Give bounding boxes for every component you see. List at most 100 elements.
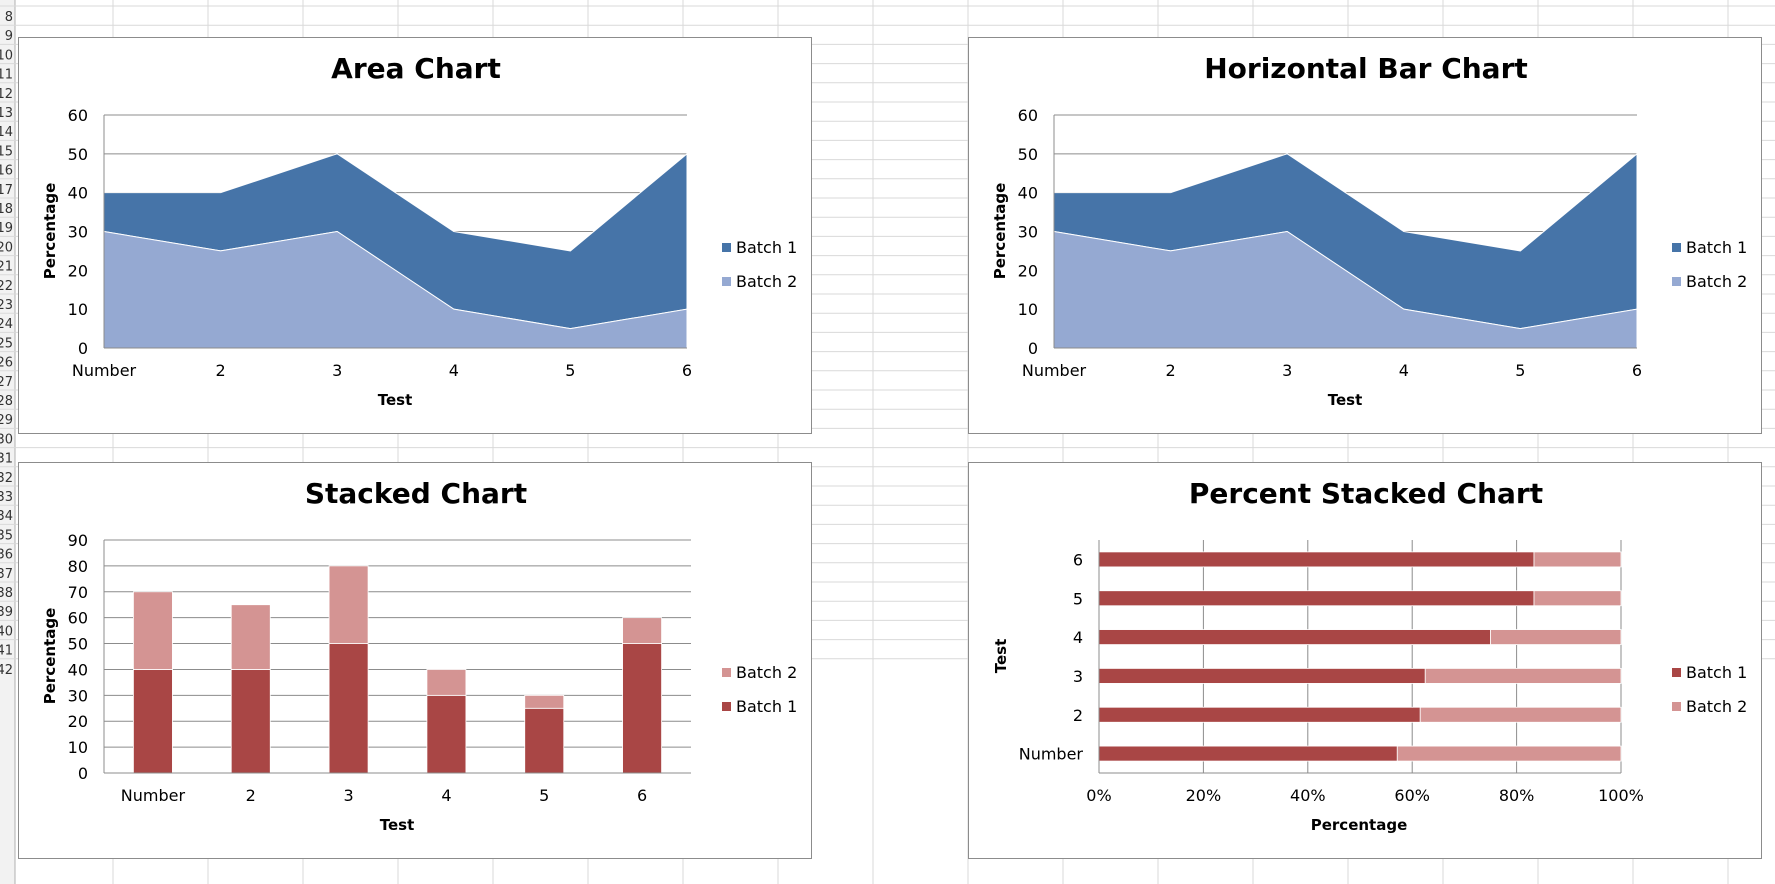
- legend-label: Batch 2: [1686, 272, 1747, 291]
- chart-title: Stacked Chart: [305, 477, 527, 510]
- batch-2-bar: [133, 591, 173, 670]
- row-header-label: 17: [0, 183, 13, 198]
- batch-1-bar: [524, 707, 565, 774]
- x-tick-label: 40%: [1290, 786, 1326, 805]
- x-tick-label: 2: [1166, 361, 1176, 380]
- y-tick-label: 40: [68, 660, 88, 679]
- row-header-label: 11: [0, 68, 13, 83]
- row-header-label: 21: [0, 260, 13, 275]
- row-header-label: 16: [0, 164, 13, 179]
- horizontal-bar-chart[interactable]: Horizontal Bar Chart 0 10 20 30 40 50 60 Number 2…: [968, 37, 1762, 434]
- legend-swatch: [1672, 277, 1681, 286]
- chart-title: Horizontal Bar Chart: [1204, 52, 1528, 85]
- area-chart[interactable]: Area Chart 0 10 20 30 40 50 60 Number 2 3 4 5 6 Test Pe…: [18, 37, 812, 434]
- legend-label: Batch 1: [736, 697, 797, 716]
- x-tick-label: 0%: [1086, 786, 1111, 805]
- x-tick-label: 4: [449, 361, 459, 380]
- y-tick-label: 20: [1018, 261, 1038, 280]
- x-tick-label: 2: [216, 361, 226, 380]
- batch-1-bar: [1098, 590, 1535, 607]
- x-tick-label: 5: [1515, 361, 1525, 380]
- x-axis-title: Test: [378, 391, 413, 409]
- y-axis-title: Test: [992, 639, 1010, 674]
- y-tick-label: 0: [78, 764, 88, 783]
- row-header-label: 35: [0, 528, 13, 543]
- percent-stacked-chart[interactable]: Percent Stacked Chart 0% 20% 40% 60% 80% 100% N…: [968, 462, 1762, 859]
- legend-swatch: [722, 668, 731, 677]
- legend-swatch: [1672, 702, 1681, 711]
- batch-2-bar: [1533, 590, 1622, 607]
- x-tick-label: 3: [332, 361, 342, 380]
- y-tick-label: 5: [1073, 589, 1083, 608]
- row-header-label: 27: [0, 375, 13, 390]
- y-tick-label: 0: [1028, 339, 1038, 358]
- row-header-column: [0, 0, 15, 884]
- x-tick-label: 4: [441, 786, 451, 805]
- row-header-label: 42: [0, 663, 13, 678]
- x-tick-label: 80%: [1499, 786, 1535, 805]
- stacked-chart[interactable]: Stacked Chart 0 10 20 30 40 50 60 70 80 90 Number 2 3…: [18, 462, 812, 859]
- row-header-label: 12: [0, 87, 13, 102]
- x-tick-label: 6: [1632, 361, 1642, 380]
- row-header-label: 9: [5, 29, 13, 44]
- row-header-label: 28: [0, 394, 13, 409]
- batch-2-bar: [426, 669, 467, 696]
- row-header-label: 30: [0, 432, 13, 447]
- batch-2-bar: [524, 694, 565, 709]
- batch-2-bar: [622, 617, 662, 644]
- row-header-label: 23: [0, 298, 13, 313]
- y-tick-label: 4: [1073, 628, 1083, 647]
- y-tick-label: 0: [78, 339, 88, 358]
- batch-1-bar: [133, 669, 173, 774]
- batch-2-bar: [328, 565, 369, 644]
- x-tick-label: Number: [121, 786, 186, 805]
- row-header-label: 18: [0, 202, 13, 217]
- y-tick-label: 30: [1018, 223, 1038, 242]
- y-tick-label: 50: [68, 635, 88, 654]
- row-header-label: 38: [0, 586, 13, 601]
- legend-swatch: [722, 243, 731, 252]
- y-tick-label: 20: [68, 261, 88, 280]
- x-axis-title: Percentage: [1311, 816, 1408, 834]
- x-tick-label: 2: [246, 786, 256, 805]
- batch-2-bar: [230, 604, 271, 670]
- x-axis-title: Test: [380, 816, 415, 834]
- y-tick-label: 30: [68, 686, 88, 705]
- batch-1-bar: [230, 669, 271, 774]
- row-header-label: 20: [0, 240, 13, 255]
- x-tick-label: 3: [1282, 361, 1292, 380]
- y-tick-label: 3: [1073, 667, 1083, 686]
- row-header-label: 8: [5, 10, 13, 25]
- batch-2-bar: [1490, 629, 1622, 645]
- row-header-label: 32: [0, 471, 13, 486]
- legend-swatch: [1672, 668, 1681, 677]
- row-header-label: 37: [0, 567, 13, 582]
- x-tick-label: Number: [1022, 361, 1087, 380]
- y-tick-label: 6: [1073, 550, 1083, 569]
- row-header-label: 40: [0, 624, 13, 639]
- y-tick-label: 2: [1073, 706, 1083, 725]
- y-tick-label: 50: [68, 145, 88, 164]
- row-header-label: 29: [0, 413, 13, 428]
- batch-1-bar: [1098, 551, 1535, 568]
- y-tick-label: 10: [68, 300, 88, 319]
- batch-2-bar: [1396, 745, 1622, 762]
- legend-label: Batch 2: [736, 272, 797, 291]
- legend-label: Batch 1: [736, 238, 797, 257]
- x-tick-label: 3: [343, 786, 353, 805]
- y-tick-label: 30: [68, 223, 88, 242]
- x-tick-label: 5: [565, 361, 575, 380]
- batch-1-bar: [1098, 706, 1421, 723]
- row-header-label: 31: [0, 452, 13, 467]
- row-header-label: 39: [0, 605, 13, 620]
- y-tick-label: Number: [1019, 745, 1084, 764]
- row-header-label: 22: [0, 279, 13, 294]
- row-header-label: 24: [0, 317, 13, 332]
- y-tick-label: 10: [1018, 300, 1038, 319]
- batch-2-bar: [1424, 668, 1622, 684]
- batch-2-bar: [1419, 706, 1622, 723]
- x-tick-label: 6: [637, 786, 647, 805]
- y-tick-label: 50: [1018, 145, 1038, 164]
- y-tick-label: 80: [68, 557, 88, 576]
- batch-1-bar: [622, 643, 662, 774]
